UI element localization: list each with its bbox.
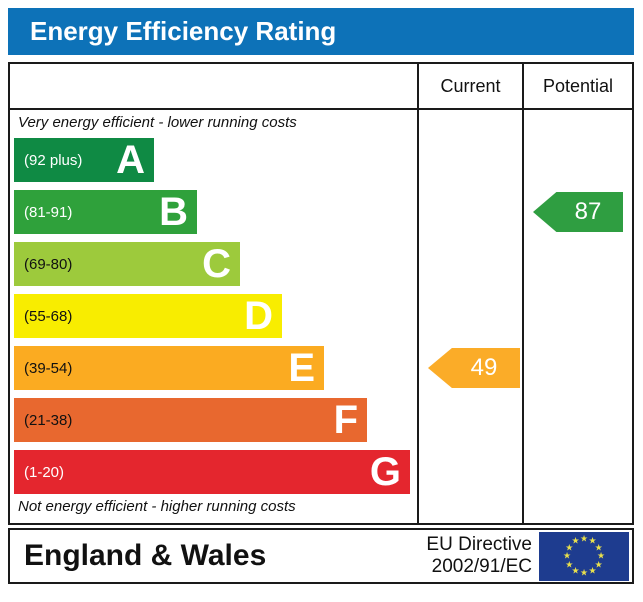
eu-star-icon: ★ <box>579 533 589 544</box>
band-range-label: (69-80) <box>24 255 73 273</box>
eu-directive-line1: EU Directive <box>426 534 532 556</box>
eu-star-icon: ★ <box>594 559 603 569</box>
band-range-label: (1-20) <box>24 463 65 481</box>
eu-directive-line2: 2002/91/EC <box>431 556 532 577</box>
eu-star-icon: ★ <box>571 565 580 576</box>
rating-band-a: (92 plus) A <box>14 138 154 182</box>
band-letter: B <box>159 190 188 234</box>
column-header-current: Current <box>440 75 501 96</box>
band-range-label: (39-54) <box>24 359 73 377</box>
region-label: England & Wales <box>24 539 267 572</box>
eu-star-icon: ★ <box>571 535 580 546</box>
eu-flag-icon: ★ ★ ★ ★ ★ ★ ★ ★ ★ ★ ★ ★ <box>539 531 629 581</box>
rating-band-d: (55-68) D <box>14 294 282 338</box>
potential-rating-arrow: 87 <box>533 192 623 232</box>
band-range-label: (21-38) <box>24 411 73 429</box>
rating-table: Current Potential Very energy efficient … <box>8 62 634 525</box>
eu-star-icon: ★ <box>594 542 603 552</box>
eu-star-icon: ★ <box>588 535 597 546</box>
eu-star-icon: ★ <box>579 567 589 578</box>
eu-star-icon: ★ <box>588 565 597 576</box>
band-range-label: (81-91) <box>24 203 73 221</box>
column-header-potential: Potential <box>542 75 614 96</box>
caption-not-efficient: Not energy efficient - higher running co… <box>18 498 296 515</box>
band-letter: F <box>333 398 358 442</box>
caption-very-efficient: Very energy efficient - lower running co… <box>18 114 297 131</box>
eu-star-icon: ★ <box>596 550 606 561</box>
band-letter: C <box>202 242 231 286</box>
eu-star-icon: ★ <box>565 559 574 569</box>
eu-star-icon: ★ <box>562 550 572 561</box>
current-rating-arrow: 49 <box>428 348 520 388</box>
rating-band-f: (21-38) F <box>14 398 367 442</box>
band-letter: A <box>116 138 145 182</box>
rating-band-b: (81-91) B <box>14 190 197 234</box>
current-rating-value: 49 <box>470 354 498 381</box>
footer-right-group: EU Directive 2002/91/EC ★ ★ ★ ★ ★ ★ ★ ★ ★ ★ ★ ★ <box>426 531 629 581</box>
header-row-divider <box>10 108 632 110</box>
band-range-label: (55-68) <box>24 307 73 325</box>
eu-directive-label: EU Directive 2002/91/EC <box>426 534 532 578</box>
rating-band-c: (69-80) C <box>14 242 240 286</box>
title-bar: Energy Efficiency Rating <box>8 8 634 55</box>
band-letter: G <box>369 450 401 494</box>
eu-star-icon: ★ <box>565 542 574 552</box>
band-letter: D <box>244 294 273 338</box>
footer: England & Wales EU Directive 2002/91/EC … <box>8 528 634 584</box>
band-range-label: (92 plus) <box>24 151 83 169</box>
potential-rating-value: 87 <box>574 198 602 225</box>
rating-band-e: (39-54) E <box>14 346 324 390</box>
rating-band-g: (1-20) G <box>14 450 410 494</box>
current-column-divider <box>417 64 419 523</box>
band-letter: E <box>288 346 315 390</box>
page-title: Energy Efficiency Rating <box>30 16 337 46</box>
potential-column-divider <box>522 64 524 523</box>
